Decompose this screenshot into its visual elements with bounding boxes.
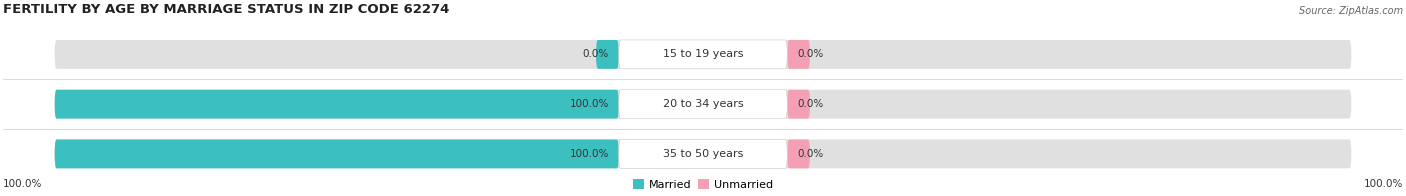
- Text: 100.0%: 100.0%: [569, 99, 609, 109]
- Text: 35 to 50 years: 35 to 50 years: [662, 149, 744, 159]
- FancyBboxPatch shape: [787, 90, 810, 119]
- FancyBboxPatch shape: [619, 40, 787, 69]
- FancyBboxPatch shape: [55, 140, 1351, 168]
- Text: 20 to 34 years: 20 to 34 years: [662, 99, 744, 109]
- Text: 0.0%: 0.0%: [797, 49, 824, 59]
- Text: FERTILITY BY AGE BY MARRIAGE STATUS IN ZIP CODE 62274: FERTILITY BY AGE BY MARRIAGE STATUS IN Z…: [3, 3, 449, 15]
- Text: 0.0%: 0.0%: [582, 49, 609, 59]
- FancyBboxPatch shape: [55, 90, 619, 119]
- Text: Source: ZipAtlas.com: Source: ZipAtlas.com: [1299, 5, 1403, 15]
- Text: 0.0%: 0.0%: [797, 149, 824, 159]
- Legend: Married, Unmarried: Married, Unmarried: [628, 175, 778, 194]
- FancyBboxPatch shape: [55, 40, 1351, 69]
- FancyBboxPatch shape: [596, 40, 619, 69]
- Text: 15 to 19 years: 15 to 19 years: [662, 49, 744, 59]
- FancyBboxPatch shape: [787, 40, 810, 69]
- FancyBboxPatch shape: [787, 140, 810, 168]
- Text: 100.0%: 100.0%: [569, 149, 609, 159]
- FancyBboxPatch shape: [55, 90, 1351, 119]
- Text: 0.0%: 0.0%: [797, 99, 824, 109]
- Text: 100.0%: 100.0%: [3, 179, 42, 189]
- Text: 100.0%: 100.0%: [1364, 179, 1403, 189]
- FancyBboxPatch shape: [55, 140, 619, 168]
- FancyBboxPatch shape: [619, 140, 787, 168]
- FancyBboxPatch shape: [619, 90, 787, 119]
